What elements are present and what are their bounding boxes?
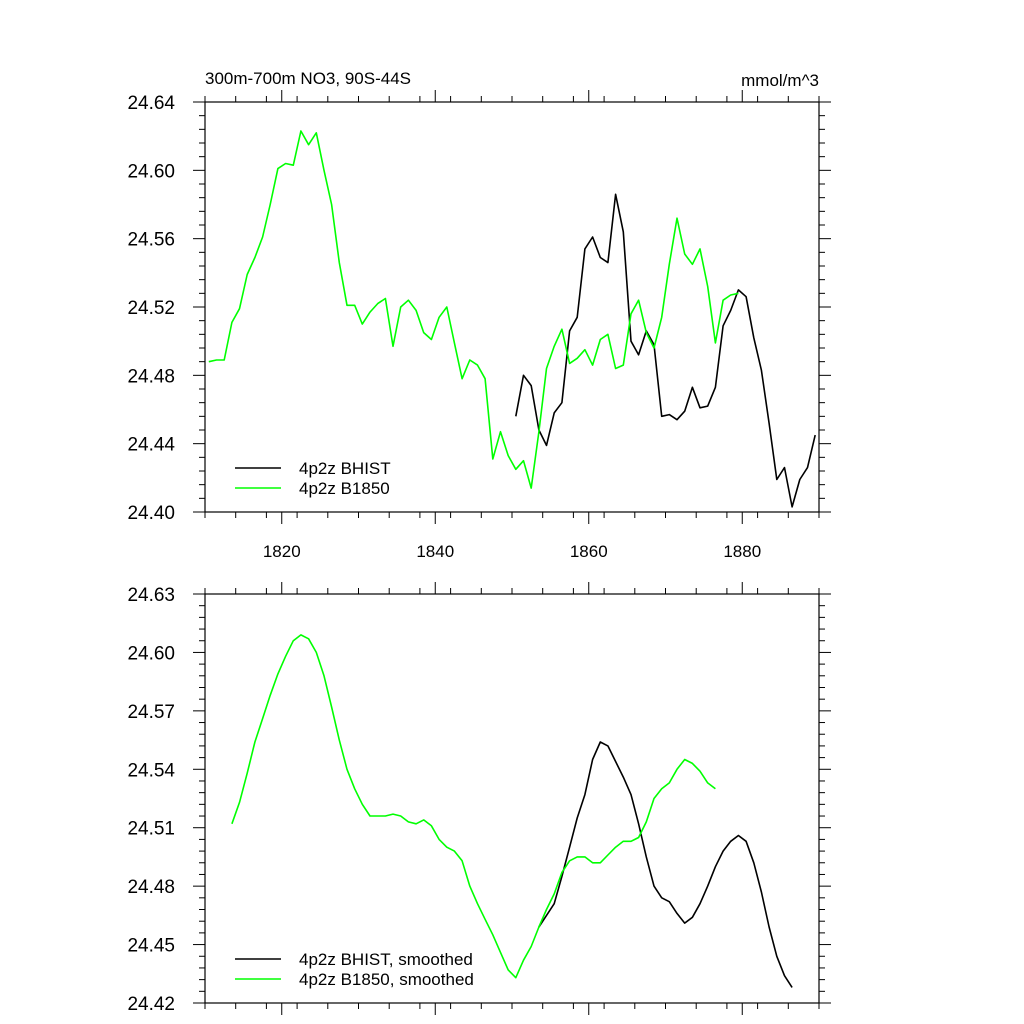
y-tick-label: 24.57 <box>127 702 175 723</box>
y-tick-label: 24.42 <box>127 994 175 1015</box>
x-tick-label: 1880 <box>723 542 761 561</box>
top-panel: 1820 1840 1860 1880 24.40 24.44 24.48 24.52 24.5… <box>127 69 831 561</box>
y-tick-label: 24.44 <box>127 435 175 456</box>
series-line-bhist <box>515 193 816 508</box>
plot-frame <box>204 593 820 1004</box>
y-tick-label: 24.48 <box>127 366 175 387</box>
legend-label: 4p2z BHIST, smoothed <box>299 950 473 969</box>
y-tick-label: 24.51 <box>127 819 175 840</box>
legend-label: 4p2z B1850 <box>299 479 390 498</box>
series-line-bhist <box>538 741 793 988</box>
y-tick-label: 24.40 <box>127 503 175 524</box>
chart-title: 300m-700m NO3, 90S-44S <box>205 69 411 88</box>
x-tick-label: 1820 <box>263 542 301 561</box>
legend-label: 4p2z BHIST <box>299 459 391 478</box>
y-tick-label: 24.54 <box>127 760 175 781</box>
legend-label: 4p2z B1850, smoothed <box>299 970 474 989</box>
y-tick-label: 24.48 <box>127 877 175 898</box>
y-tick-label: 24.64 <box>127 93 175 114</box>
plot-frame <box>204 101 820 513</box>
bottom-panel: 24.42 24.45 24.48 24.51 24.54 24.57 24.60 24.63… <box>127 582 831 1015</box>
y-tick-label: 24.45 <box>127 936 175 957</box>
y-tick-label: 24.63 <box>127 585 175 606</box>
series-line-b1850 <box>208 130 739 489</box>
units-label: mmol/m^3 <box>741 71 819 90</box>
x-tick-label: 1840 <box>416 542 454 561</box>
series-line-b1850 <box>231 634 716 979</box>
y-tick-label: 24.52 <box>127 298 175 319</box>
y-tick-label: 24.56 <box>127 230 175 251</box>
y-tick-label: 24.60 <box>127 643 175 664</box>
y-tick-label: 24.60 <box>127 161 175 182</box>
x-tick-label: 1860 <box>570 542 608 561</box>
